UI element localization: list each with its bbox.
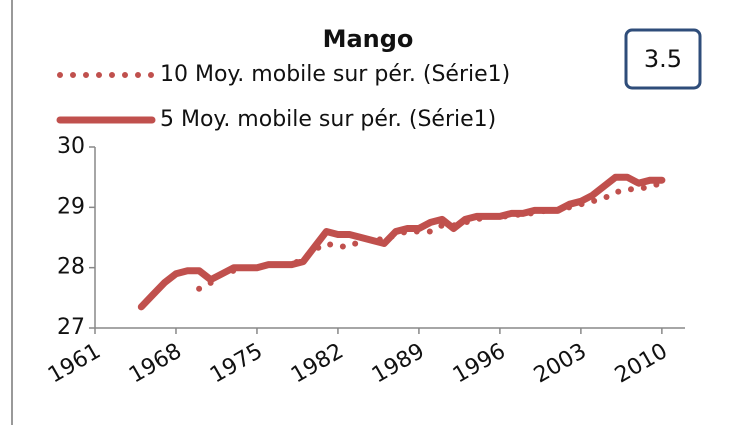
x-tick-label: 2003 xyxy=(530,339,591,389)
series-line xyxy=(137,173,666,311)
legend-label: 5 Moy. mobile sur pér. (Série1) xyxy=(160,107,496,132)
chart-title: Mango xyxy=(323,25,414,53)
y-tick-label: 27 xyxy=(57,315,85,340)
x-tick-label: 1982 xyxy=(287,339,348,389)
series-line xyxy=(196,180,665,292)
plot: 27 28 29 30 1961 1968 1975 1982 1989 1996 2003 2010 xyxy=(44,134,685,388)
annotation: 3.5 xyxy=(644,45,682,73)
x-tick-label: 2010 xyxy=(611,339,672,389)
x-tick-label: 1975 xyxy=(206,339,267,389)
x-tick-label: 1989 xyxy=(368,339,429,389)
y-tick-label: 30 xyxy=(57,134,85,159)
x-tick-label: 1968 xyxy=(125,339,186,389)
x-tick-label: 1961 xyxy=(44,339,105,389)
y-tick-label: 29 xyxy=(57,194,85,219)
x-tick-label: 1996 xyxy=(449,339,510,389)
legend-label: 10 Moy. mobile sur pér. (Série1) xyxy=(160,62,510,87)
legend: 10 Moy. mobile sur pér. (Série1) 5 Moy. m… xyxy=(56,62,510,132)
y-tick-label: 28 xyxy=(57,255,85,280)
annotation-box xyxy=(624,28,702,90)
